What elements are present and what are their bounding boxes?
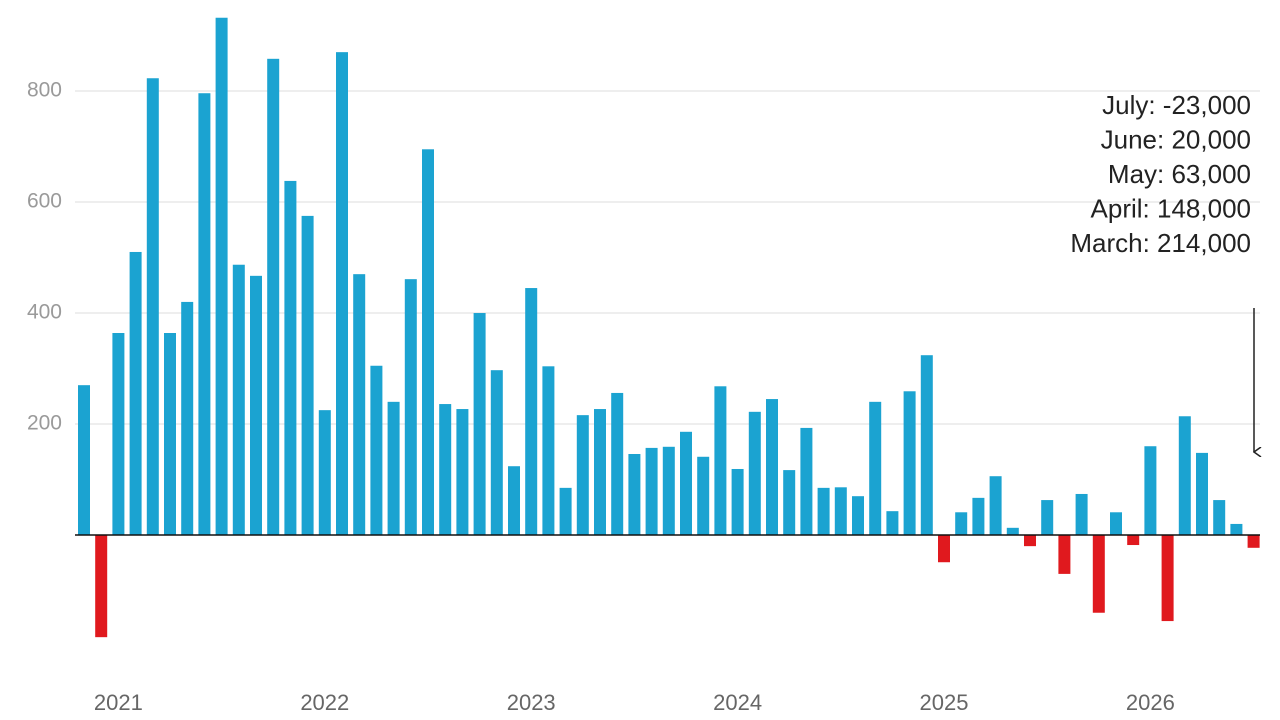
bar (852, 496, 864, 536)
y-tick-label: 800 (27, 79, 62, 102)
bar (766, 399, 778, 536)
annotation: May: 63,000 (1108, 159, 1251, 189)
bar (1075, 493, 1088, 536)
bar (542, 366, 555, 536)
y-tick-label: 600 (27, 190, 62, 213)
bar (886, 511, 899, 536)
bar (404, 279, 417, 536)
bar (817, 487, 830, 536)
bar (164, 333, 176, 536)
bar (146, 78, 159, 536)
annotation: June: 20,000 (1101, 124, 1251, 154)
bar (232, 264, 245, 536)
annotation: April: 148,000 (1091, 193, 1251, 223)
bar (1041, 500, 1054, 536)
bar (473, 313, 486, 536)
bar (1127, 535, 1140, 546)
bar (370, 365, 383, 536)
bar (198, 93, 211, 536)
bar (869, 401, 882, 536)
y-tick-label: 400 (27, 301, 62, 324)
bar (456, 409, 469, 536)
bar (422, 149, 434, 536)
bar (576, 415, 589, 536)
bar (1196, 452, 1208, 536)
bar (387, 401, 400, 536)
bar (972, 497, 985, 536)
bar (989, 476, 1002, 536)
bar (508, 466, 520, 536)
annotation: March: 214,000 (1070, 228, 1251, 258)
bar (680, 431, 692, 536)
bar (645, 447, 658, 536)
bar (628, 454, 641, 536)
x-tick-label: 2026 (1126, 690, 1175, 715)
bar (1213, 500, 1226, 536)
bar (697, 456, 710, 536)
bar (318, 410, 331, 536)
bar (353, 274, 366, 536)
y-tick-label: 200 (27, 412, 62, 435)
bar (525, 288, 538, 536)
bar (78, 385, 90, 536)
bar (267, 58, 280, 536)
bar (834, 487, 847, 536)
x-tick-label: 2022 (300, 690, 349, 715)
bar (112, 333, 125, 536)
bar (250, 275, 262, 536)
bar (181, 301, 194, 536)
bar (938, 535, 950, 563)
bar (783, 470, 796, 536)
bar (611, 392, 624, 536)
bar (284, 180, 297, 536)
x-tick-label: 2023 (507, 690, 556, 715)
x-tick-label: 2024 (713, 690, 762, 715)
bar (301, 215, 314, 536)
bar (1058, 535, 1071, 574)
bar (1161, 535, 1174, 622)
bar (714, 386, 727, 536)
bar (903, 391, 916, 536)
bar (95, 535, 108, 638)
annotation: July: -23,000 (1102, 90, 1251, 120)
bar (559, 487, 572, 536)
bar (1006, 527, 1019, 536)
bar (490, 370, 503, 536)
bar (215, 17, 228, 536)
bar (1247, 535, 1260, 548)
bar (1110, 512, 1122, 536)
bar (662, 446, 675, 536)
bar (1092, 535, 1105, 613)
bar (748, 411, 761, 536)
x-tick-label: 2025 (920, 690, 969, 715)
bar (1178, 416, 1191, 536)
bar (1230, 523, 1243, 536)
x-tick-label: 2021 (94, 690, 143, 715)
bar (800, 427, 813, 536)
bar (1144, 446, 1157, 536)
bar (731, 468, 744, 536)
bar (1024, 535, 1036, 547)
bar (594, 409, 606, 536)
bar (955, 512, 968, 536)
bar (336, 52, 348, 536)
bar (439, 404, 452, 536)
bar (920, 355, 933, 536)
bar (129, 251, 142, 536)
